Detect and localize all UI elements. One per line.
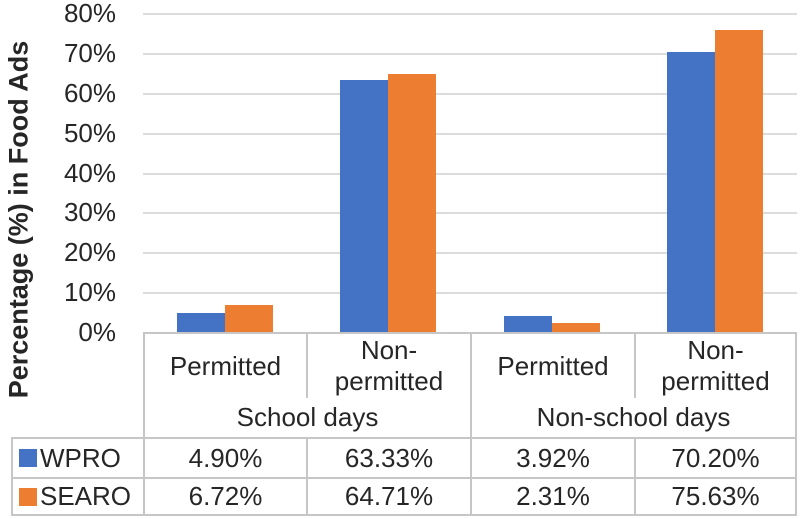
y-axis-title-text: Percentage (%) in Food Ads	[3, 40, 34, 398]
y-tick-label: 80%	[63, 0, 116, 28]
y-tick-label: 40%	[63, 157, 116, 188]
gridline	[143, 252, 797, 255]
bar-searo-group3	[551, 322, 600, 332]
y-tick-label: 10%	[63, 277, 116, 308]
bar-searo-group1	[224, 305, 273, 332]
gridline	[143, 13, 797, 15]
table-group-cell: School days	[143, 398, 470, 437]
table-category-cell: Permitted	[470, 332, 634, 398]
wpro-legend-swatch	[19, 449, 37, 467]
bar-searo-group4	[715, 30, 764, 332]
bar-wpro-group2	[340, 79, 389, 332]
searo-legend-swatch	[19, 487, 37, 506]
bar-wpro-group4	[667, 52, 716, 332]
table-value-cell: 75.63%	[634, 477, 797, 516]
table-value-cell: 3.92%	[470, 437, 634, 477]
table-value-cell: 63.33%	[306, 437, 470, 477]
y-axis-title: Percentage (%) in Food Ads	[0, 0, 38, 438]
gridline	[143, 92, 797, 95]
table-category-cell: Non-permitted	[634, 332, 797, 398]
gridline	[143, 292, 797, 295]
table-value-cell: 6.72%	[143, 477, 306, 516]
gridline	[143, 212, 797, 215]
legend-item-searo: SEARO	[11, 477, 143, 516]
y-tick-label: 50%	[63, 117, 116, 148]
y-tick-label: 30%	[63, 197, 116, 228]
table-value-cell: 70.20%	[634, 437, 797, 477]
y-tick-label: 20%	[63, 237, 116, 268]
bar-wpro-group3	[503, 316, 552, 332]
y-tick-label: 70%	[63, 37, 116, 68]
searo-series-label: SEARO	[40, 481, 132, 511]
gridline	[143, 52, 797, 55]
table-value-cell: 2.31%	[470, 477, 634, 516]
y-tick-label: 0%	[78, 317, 116, 347]
y-tick-label: 60%	[63, 77, 116, 108]
table-category-cell: Non-permitted	[306, 332, 470, 398]
table-category-cell: Permitted	[143, 332, 306, 398]
table-value-cell: 64.71%	[306, 477, 470, 516]
legend-item-wpro: WPRO	[11, 437, 143, 477]
table-group-cell: Non-school days	[470, 398, 797, 437]
bar-searo-group2	[388, 74, 437, 332]
wpro-series-label: WPRO	[40, 442, 121, 473]
plot-area	[143, 13, 797, 332]
gridline	[143, 132, 797, 135]
gridline	[143, 172, 797, 175]
bar-wpro-group1	[176, 312, 225, 332]
table-value-cell: 4.90%	[143, 437, 306, 477]
